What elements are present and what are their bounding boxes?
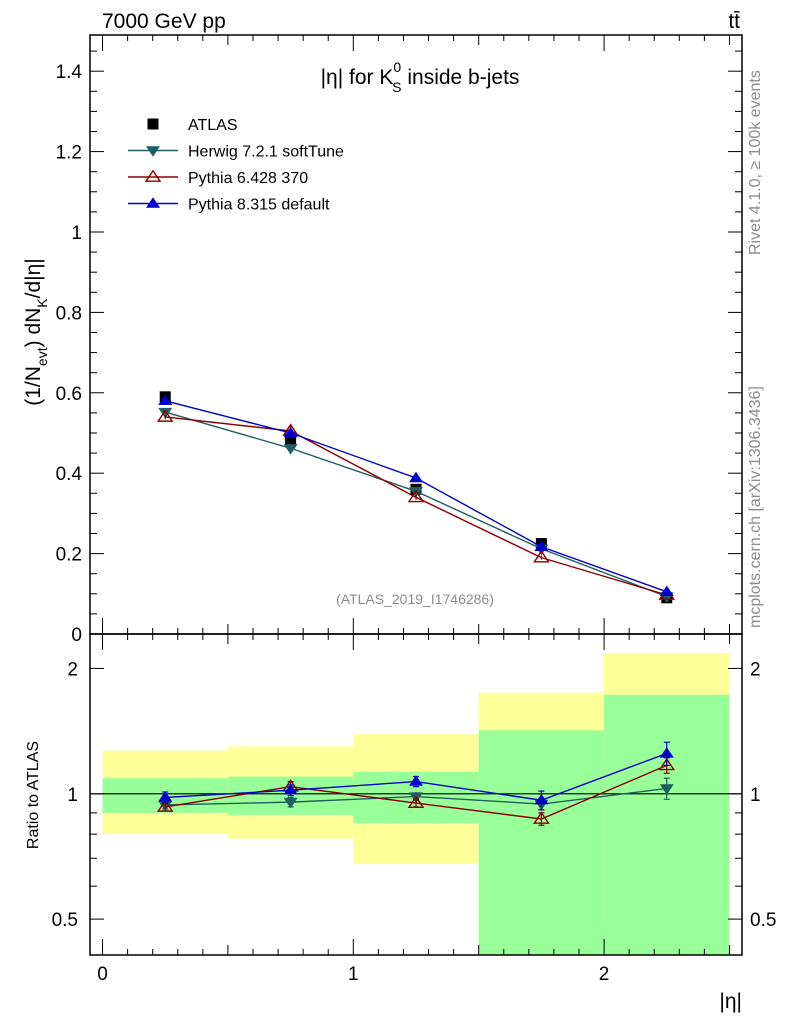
line-herwig-7-2-1-softtune xyxy=(165,411,668,598)
ratio-ytick-label-right-0: 0.5 xyxy=(750,910,776,931)
ratio-point-pythia-8-315-default-4 xyxy=(659,747,674,758)
ratio-point-pythia-8-315-default-2 xyxy=(409,775,423,786)
xtick-label-1: 1 xyxy=(348,964,359,985)
legend-label-pythia-6-428-370: Pythia 6.428 370 xyxy=(188,170,308,187)
main-ytick-label-4: 0.8 xyxy=(56,303,82,324)
main-ylabel-a: (1/N xyxy=(22,366,45,406)
ratio-series-pythia-8-315-default xyxy=(158,741,674,811)
legend-item-pythia-8-315-default: Pythia 8.315 default xyxy=(128,197,330,214)
process-label: tt̄ xyxy=(728,10,740,33)
point-pythia-8-315-default-2 xyxy=(409,471,423,483)
ratio-ytick-label-right-1: 1 xyxy=(750,785,761,806)
ratio-point-pythia-8-315-default-0 xyxy=(158,791,173,802)
main-ylabel-c: /d|η| xyxy=(22,258,45,298)
series-pythia-6-428-370 xyxy=(156,409,676,600)
mcplots-label: mcplots.cern.ch [arXiv:1306.3436] xyxy=(747,386,764,628)
legend-item-atlas: ATLAS xyxy=(147,117,238,134)
main-ylabel-b: ) dN xyxy=(22,308,45,348)
legend-label-pythia-8-315-default: Pythia 8.315 default xyxy=(188,197,330,214)
main-ytick-label-3: 0.6 xyxy=(56,384,82,405)
ratio-point-pythia-6-428-370-4 xyxy=(658,757,676,771)
ratio-point-herwig-7-2-1-softtune-4 xyxy=(659,784,674,795)
legend-label-atlas: ATLAS xyxy=(188,117,238,134)
ratio-ytick-label-right-2: 2 xyxy=(750,659,761,680)
main-ytick-label-1: 0.2 xyxy=(56,545,82,566)
main-ytick-label-6: 1.2 xyxy=(56,143,82,164)
legend-item-pythia-6-428-370: Pythia 6.428 370 xyxy=(128,169,308,187)
x-axis-label: |η| xyxy=(719,990,742,1013)
point-atlas-1 xyxy=(285,433,297,445)
point-herwig-7-2-1-softtune-1 xyxy=(283,444,298,455)
xtick-label-0: 0 xyxy=(97,964,108,985)
ratio-point-pythia-8-315-default-3 xyxy=(534,793,549,805)
main-ylabel: (1/Nevt) dNK/d|η| xyxy=(22,258,50,406)
main-ytick-label-7: 1.4 xyxy=(56,62,83,83)
legend-item-herwig-7-2-1-softtune: Herwig 7.2.1 softTune xyxy=(128,144,344,161)
point-pythia-8-315-default-3 xyxy=(534,540,549,551)
legend-marker-pythia-8-315-default xyxy=(146,197,160,208)
main-title: |η| for K0 S inside b-jets xyxy=(321,59,520,95)
legend-marker-atlas xyxy=(147,118,159,130)
main-title-pre: |η| for K xyxy=(321,66,394,89)
main-ylabel-sub1: evt xyxy=(34,347,50,366)
rivet-label: Rivet 4.1.0, ≥ 100k events xyxy=(747,70,764,255)
main-title-sup: 0 xyxy=(393,59,401,75)
point-pythia-6-428-370-3 xyxy=(533,550,550,563)
ratio-point-pythia-6-428-370-2 xyxy=(407,795,425,808)
axes: 0 0.2 0.4 0.6 0.8 1 1.2 1.4 0 1 2 0.5 0.5 1 1 2 2 xyxy=(52,34,776,985)
point-pythia-8-315-default-4 xyxy=(659,585,674,596)
legend: ATLAS Herwig 7.2.1 softTune Pythia 6.428 3… xyxy=(128,117,344,214)
main-ylabel-sub2: K xyxy=(34,298,50,308)
legend-label-herwig-7-2-1-softtune: Herwig 7.2.1 softTune xyxy=(188,144,344,161)
main-ytick-label-5: 1 xyxy=(71,223,82,244)
ratio-ytick-label-left-1: 1 xyxy=(67,785,78,806)
band-inner-bin-4 xyxy=(604,694,730,955)
legend-marker-pythia-6-428-370 xyxy=(144,169,162,182)
ratio-point-pythia-6-428-370-3 xyxy=(533,811,550,824)
point-pythia-8-315-default-0 xyxy=(158,394,173,406)
ratio-point-pythia-6-428-370-0 xyxy=(156,799,174,812)
main-title-post: inside b-jets xyxy=(402,66,520,89)
xtick-label-2: 2 xyxy=(599,964,610,985)
ratio-point-herwig-7-2-1-softtune-1 xyxy=(283,797,298,809)
point-pythia-6-428-370-0 xyxy=(156,409,174,422)
ratio-point-pythia-8-315-default-1 xyxy=(283,783,298,795)
main-plot xyxy=(156,391,676,604)
point-pythia-6-428-370-2 xyxy=(407,489,425,503)
ratio-ytick-label-left-0: 0.5 xyxy=(52,910,78,931)
ratio-frame xyxy=(89,633,743,956)
point-pythia-8-315-default-1 xyxy=(283,426,298,438)
point-herwig-7-2-1-softtune-2 xyxy=(409,487,423,498)
band-inner-bin-3 xyxy=(478,730,605,955)
series-pythia-8-315-default xyxy=(158,394,674,596)
analysis-label: (ATLAS_2019_I1746286) xyxy=(336,591,494,607)
ratio-plot xyxy=(156,741,676,826)
legend-marker-herwig-7-2-1-softtune xyxy=(146,146,160,157)
ratio-ylabel: Ratio to ATLAS xyxy=(25,741,42,849)
ratio-ytick-label-left-2: 2 xyxy=(67,659,78,680)
main-title-sub: S xyxy=(392,79,401,95)
main-ytick-label-0: 0 xyxy=(71,625,82,646)
point-herwig-7-2-1-softtune-0 xyxy=(158,407,173,419)
energy-label: 7000 GeV pp xyxy=(102,10,226,33)
main-ytick-label-2: 0.4 xyxy=(56,464,83,485)
